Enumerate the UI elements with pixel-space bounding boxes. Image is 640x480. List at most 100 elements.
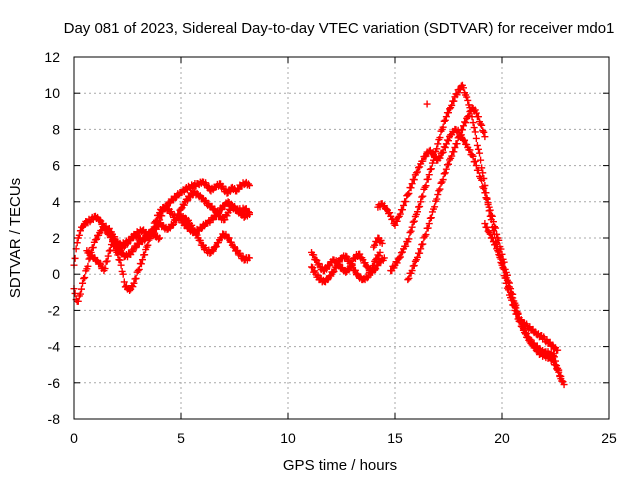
- data-point: [509, 294, 517, 302]
- data-point: [391, 221, 399, 229]
- data-point: [135, 265, 143, 273]
- data-point: [111, 233, 119, 241]
- data-point: [445, 109, 452, 117]
- series-track-h: [374, 125, 566, 385]
- plot-frame: [73, 56, 610, 420]
- data-point: [442, 113, 450, 121]
- data-point: [222, 230, 230, 238]
- data-point: [434, 140, 442, 148]
- data-point: [411, 257, 419, 265]
- data-point: [477, 156, 485, 164]
- data-point: [137, 260, 145, 268]
- data-point: [481, 220, 489, 228]
- data-point: [416, 249, 424, 257]
- data-point: [455, 133, 463, 141]
- data-point: [380, 254, 388, 262]
- data-point: [330, 267, 338, 275]
- data-point: [196, 236, 204, 244]
- y-axis-label: SDTVAR / TECUs: [7, 178, 24, 298]
- data-point: [73, 239, 81, 247]
- data-point: [231, 243, 238, 251]
- data-point: [445, 137, 452, 145]
- data-point: [493, 230, 501, 238]
- data-point: [442, 165, 450, 173]
- data-point: [351, 266, 359, 274]
- data-point: [552, 357, 559, 365]
- series-track-j: [549, 350, 568, 389]
- data-point: [436, 154, 444, 162]
- tick-layer: 0 5 10 15 20 25 -8 -6 -4 -2 0 2 4 6 8 10 12: [44, 49, 617, 446]
- chart-title: Day 081 of 2023, Sidereal Day-to-day VTE…: [64, 20, 615, 37]
- data-point: [462, 119, 470, 127]
- data-point: [84, 262, 92, 270]
- data-point: [407, 227, 415, 235]
- data-point: [120, 278, 128, 286]
- data-point: [512, 304, 520, 312]
- data-point: [489, 218, 497, 226]
- data-point: [402, 198, 410, 206]
- data-point: [404, 276, 412, 284]
- data-point: [439, 123, 447, 131]
- data-point: [473, 141, 481, 149]
- data-point: [419, 157, 427, 165]
- data-point: [435, 153, 443, 161]
- data-point: [483, 223, 491, 231]
- y-tick-label: 4: [52, 194, 60, 210]
- data-point: [410, 176, 418, 184]
- data-point: [474, 166, 482, 174]
- data-point: [225, 234, 233, 242]
- data-point: [92, 235, 100, 243]
- data-point: [101, 265, 109, 273]
- data-point: [435, 187, 443, 195]
- data-point: [441, 169, 449, 177]
- data-point: [469, 152, 477, 160]
- x-tick-label: 5: [177, 430, 185, 446]
- data-point: [218, 205, 226, 213]
- data-point: [398, 248, 406, 256]
- data-point: [500, 265, 508, 273]
- data-point: [152, 216, 160, 224]
- data-point: [480, 128, 488, 136]
- data-point: [244, 180, 252, 188]
- data-points-layer: [70, 81, 568, 389]
- data-point: [80, 274, 88, 282]
- data-point: [470, 124, 478, 132]
- data-point: [141, 251, 149, 259]
- data-point: [471, 128, 479, 136]
- data-point: [245, 254, 253, 262]
- data-point: [314, 271, 322, 279]
- data-point: [356, 250, 364, 258]
- data-point: [472, 134, 480, 142]
- data-point: [364, 273, 372, 281]
- data-point: [507, 288, 515, 296]
- data-point: [151, 218, 159, 226]
- data-point: [480, 184, 488, 192]
- data-point: [132, 244, 140, 252]
- data-point: [395, 254, 403, 262]
- data-point: [408, 180, 416, 188]
- data-point: [478, 121, 486, 129]
- data-point: [526, 335, 534, 343]
- data-point: [511, 303, 519, 311]
- data-point: [315, 260, 323, 268]
- data-point: [419, 240, 427, 248]
- data-point: [408, 223, 416, 231]
- data-point: [367, 267, 375, 275]
- data-point: [495, 248, 503, 256]
- y-tick-label: 8: [52, 121, 60, 137]
- data-point: [456, 85, 464, 93]
- data-point: [472, 162, 480, 170]
- data-point: [560, 381, 568, 389]
- data-point: [450, 97, 458, 105]
- data-point: [474, 113, 482, 121]
- data-point: [323, 265, 331, 273]
- data-point: [396, 253, 404, 261]
- data-point: [149, 225, 157, 233]
- data-point: [96, 216, 104, 224]
- data-point: [413, 168, 421, 176]
- data-point: [408, 267, 416, 275]
- data-point: [448, 101, 456, 109]
- data-point: [425, 171, 433, 179]
- data-point: [476, 149, 484, 157]
